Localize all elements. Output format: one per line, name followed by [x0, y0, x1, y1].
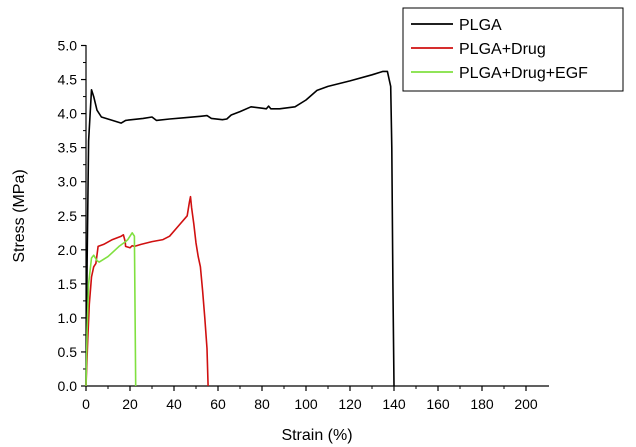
y-tick-label: 1.5: [58, 276, 78, 292]
x-tick-label: 160: [426, 396, 450, 412]
legend-label-plga: PLGA: [459, 17, 502, 34]
chart-axes: [85, 45, 549, 387]
y-tick-label: 2.5: [58, 208, 78, 224]
y-tick-label: 0.0: [58, 378, 78, 394]
x-tick-label: 80: [254, 396, 270, 412]
y-ticks: 0.0 0.5 1.0 1.5 2.0 2.5 3.0 3.5 4.0 4.5 5.0: [58, 38, 86, 394]
series-layer: [85, 70, 395, 387]
y-tick-label: 3.5: [58, 140, 78, 156]
y-tick-label: 3.0: [58, 174, 78, 190]
x-tick-label: 20: [122, 396, 138, 412]
x-tick-label: 60: [210, 396, 226, 412]
y-tick-label: 4.5: [58, 72, 78, 88]
x-tick-label: 100: [294, 396, 318, 412]
x-tick-label: 120: [338, 396, 362, 412]
y-tick-label: 4.0: [58, 106, 78, 122]
legend-label-plga-drug: PLGA+Drug: [459, 41, 546, 58]
legend-label-plga-drug-egf: PLGA+Drug+EGF: [459, 65, 588, 82]
x-tick-label: 40: [166, 396, 182, 412]
y-tick-label: 1.0: [58, 310, 78, 326]
y-tick-label: 5.0: [58, 38, 78, 54]
y-tick-label: 0.5: [58, 344, 78, 360]
x-tick-label: 200: [514, 396, 538, 412]
x-tick-label: 140: [382, 396, 406, 412]
legend-items: PLGA PLGA+Drug PLGA+Drug+EGF: [411, 17, 588, 82]
series-line-plga: [85, 70, 395, 387]
y-axis-title: Stress (MPa): [11, 169, 28, 262]
series-line-plga-drug: [85, 195, 209, 387]
y-tick-label: 2.0: [58, 242, 78, 258]
series-line-plga-drug-egf: [85, 232, 137, 387]
x-tick-label: 180: [470, 396, 494, 412]
x-axis-title: Strain (%): [281, 427, 352, 444]
x-ticks: 0 20 40 60 80 100 120 140 160 180 200: [82, 386, 538, 412]
chart-legend: PLGA PLGA+Drug PLGA+Drug+EGF: [402, 7, 624, 92]
legend-box: [402, 7, 624, 92]
x-tick-label: 0: [82, 396, 90, 412]
